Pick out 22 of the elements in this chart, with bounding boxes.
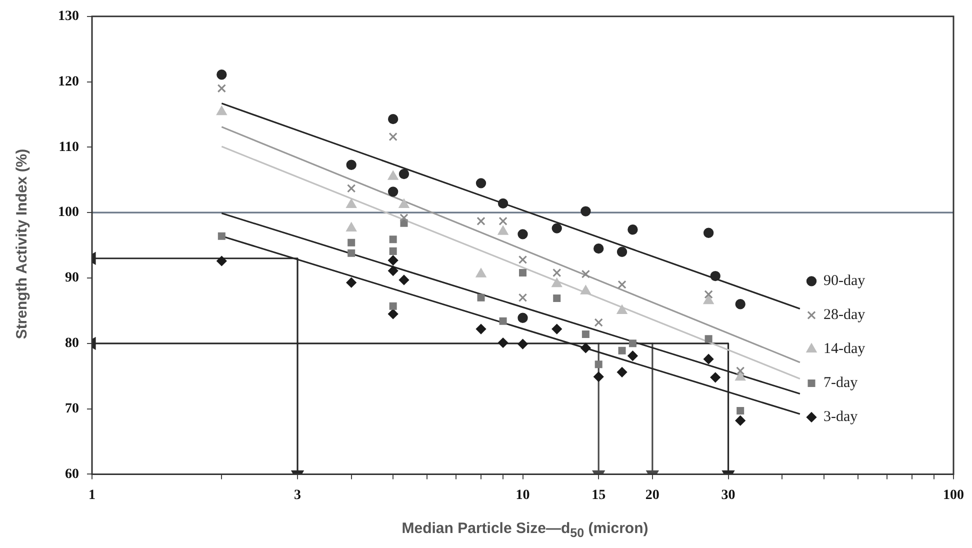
- y-tick-label: 80: [65, 336, 79, 352]
- x-axis-title: Median Particle Size—d$_{50}$ (micron): [400, 520, 650, 540]
- y-axis-title: Strength Activity Index (%): [14, 148, 30, 340]
- x-tick-label: 100: [943, 488, 964, 504]
- y-tick-label: 70: [65, 401, 79, 416]
- y-tick-label: 90: [65, 270, 79, 286]
- x-tick-label: 3: [294, 488, 302, 504]
- x-tick-label: 10: [516, 488, 530, 504]
- x-tick-label: 20: [645, 488, 660, 504]
- y-tick-label: 60: [65, 466, 79, 482]
- x-tick-label: 15: [592, 488, 606, 504]
- x-tick-label: 1: [88, 488, 96, 504]
- x-tick-label: 30: [721, 488, 736, 504]
- legend-label: 7-day: [824, 375, 858, 392]
- y-tick-label: 130: [58, 9, 79, 24]
- y-tick-label: 120: [58, 74, 79, 90]
- y-tick-label: 110: [58, 140, 79, 155]
- legend-label: 90-day: [824, 273, 866, 290]
- y-tick-label: 100: [58, 205, 79, 220]
- legend-label: 28-day: [824, 307, 866, 324]
- legend-label: 14-day: [824, 341, 866, 358]
- legend-label: 3-day: [824, 409, 858, 426]
